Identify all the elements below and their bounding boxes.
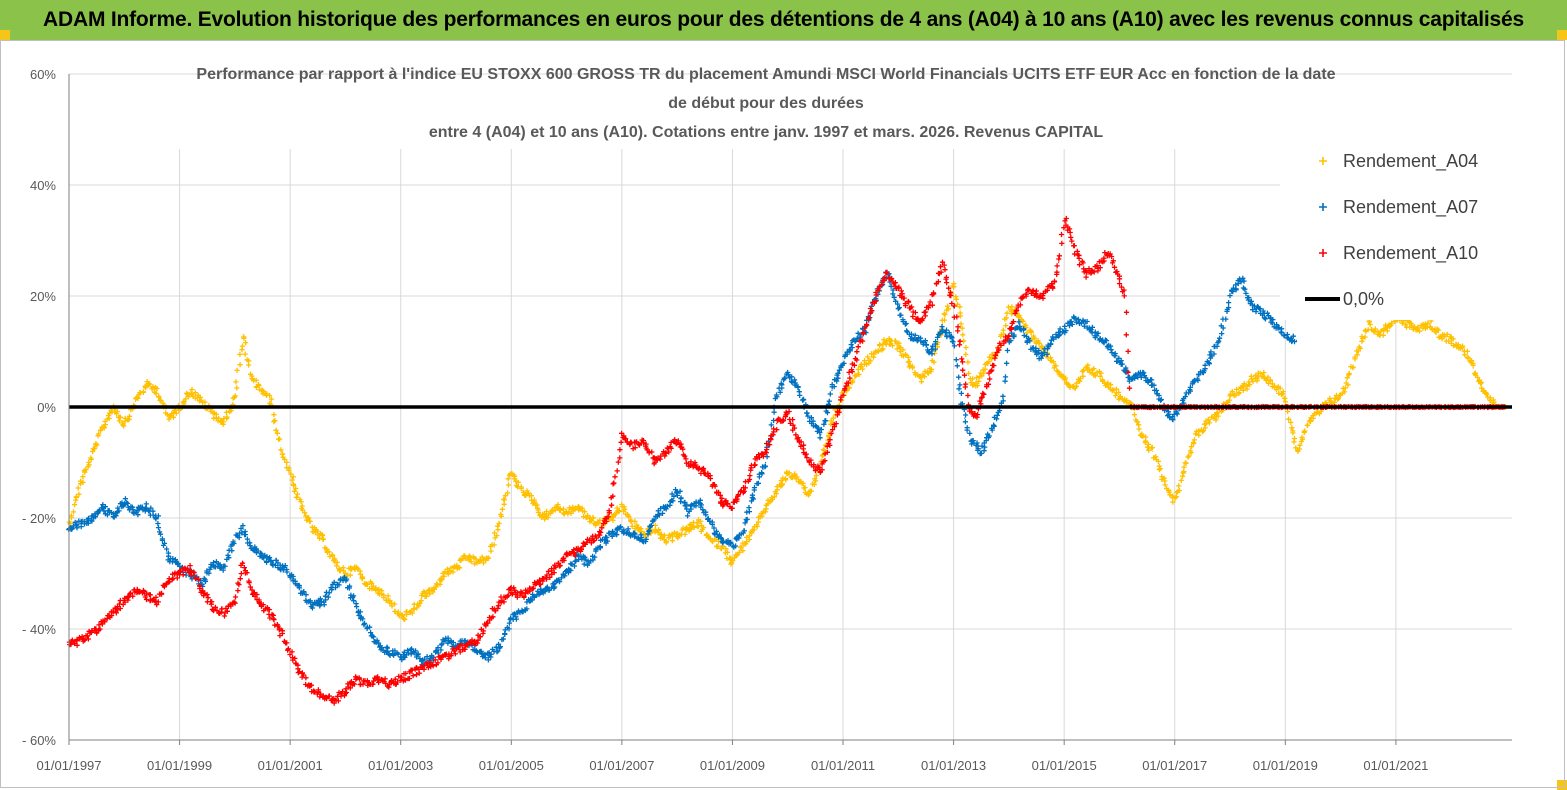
- series-Rendement_A07: [66, 269, 1298, 668]
- y-tick-label: 40%: [30, 178, 56, 193]
- x-tick-label: 01/01/2001: [258, 758, 323, 773]
- x-tick-label: 01/01/2021: [1363, 758, 1428, 773]
- data-point: [521, 489, 523, 491]
- chart-title: Performance par rapport à l'indice EU ST…: [196, 66, 1335, 141]
- x-tick-label: 01/01/2013: [921, 758, 986, 773]
- data-point: [610, 517, 612, 519]
- data-point: [964, 417, 966, 419]
- data-point: [1030, 345, 1032, 347]
- series-markers: [66, 269, 1298, 668]
- x-tick-label: 01/01/2015: [1032, 758, 1097, 773]
- data-point: [1058, 262, 1060, 264]
- legend-label: Rendement_A07: [1343, 197, 1478, 218]
- y-tick-label: 60%: [30, 67, 56, 82]
- y-tick-label: - 40%: [22, 622, 56, 637]
- corner-marker-right: [1557, 30, 1567, 40]
- data-point: [433, 661, 435, 663]
- legend-label: Rendement_A10: [1343, 243, 1478, 264]
- x-tick-label: 01/01/2011: [811, 758, 875, 773]
- data-point: [1290, 428, 1292, 430]
- data-point: [499, 517, 501, 519]
- data-point: [79, 522, 81, 525]
- chart-title-line-2: de début pour des durées: [668, 95, 864, 112]
- data-point: [776, 423, 778, 425]
- chart-frame: [0, 40, 1565, 788]
- data-point: [1174, 417, 1176, 419]
- series-layer: [66, 215, 1509, 706]
- y-tick-label: - 20%: [22, 511, 56, 526]
- data-point: [1406, 323, 1408, 325]
- legend-label: Rendement_A04: [1343, 151, 1478, 172]
- x-tick-label: 01/01/1999: [147, 758, 212, 773]
- x-tick-label: 01/01/2007: [589, 758, 654, 773]
- legend-plus-marker: [1319, 157, 1327, 165]
- legend-label: 0,0%: [1343, 289, 1384, 309]
- x-tick-label: 01/01/2003: [368, 758, 433, 773]
- corner-marker-left: [0, 30, 10, 40]
- data-point: [919, 378, 922, 380]
- x-tick-label: 01/01/2009: [700, 758, 765, 773]
- x-tick-label: 01/01/2017: [1142, 758, 1207, 773]
- x-tick-label: 01/01/2019: [1253, 758, 1318, 773]
- data-point: [853, 378, 855, 380]
- x-tick-label: 01/01/1997: [36, 758, 101, 773]
- data-point: [411, 672, 413, 675]
- chart-title-line-3: entre 4 (A04) et 10 ans (A10). Cotations…: [429, 124, 1104, 141]
- legend-background: [1280, 140, 1512, 320]
- y-tick-label: 0%: [37, 400, 56, 415]
- data-point: [610, 534, 612, 536]
- data-point: [831, 389, 833, 391]
- data-point: [234, 539, 236, 541]
- data-point: [123, 500, 125, 502]
- data-point: [820, 434, 822, 436]
- data-point: [765, 461, 767, 464]
- data-point: [1295, 339, 1297, 341]
- data-point: [687, 511, 689, 514]
- x-tick-label: 01/01/2005: [479, 758, 544, 773]
- legend-plus-marker: [1319, 203, 1327, 211]
- y-tick-label: - 60%: [22, 733, 56, 748]
- legend-plus-marker: [1319, 249, 1327, 257]
- chart-title-line-1: Performance par rapport à l'indice EU ST…: [196, 66, 1335, 83]
- data-point: [1019, 300, 1021, 303]
- y-tick-label: 20%: [30, 289, 56, 304]
- chart-legend: Rendement_A04 Rendement_A07 Rendement_A10 0…: [1280, 140, 1512, 320]
- data-point: [1152, 450, 1154, 452]
- data-point: [300, 589, 302, 591]
- report-title: ADAM Informe. Evolution historique des p…: [43, 8, 1524, 31]
- corner-marker-bottom-right: [1557, 780, 1567, 790]
- report-banner: ADAM Informe. Evolution historique des p…: [0, 0, 1567, 40]
- axes: 60% 40% 20% 0% - 20% - 40% - 60% 01/01/1997 01/0…: [22, 67, 1512, 773]
